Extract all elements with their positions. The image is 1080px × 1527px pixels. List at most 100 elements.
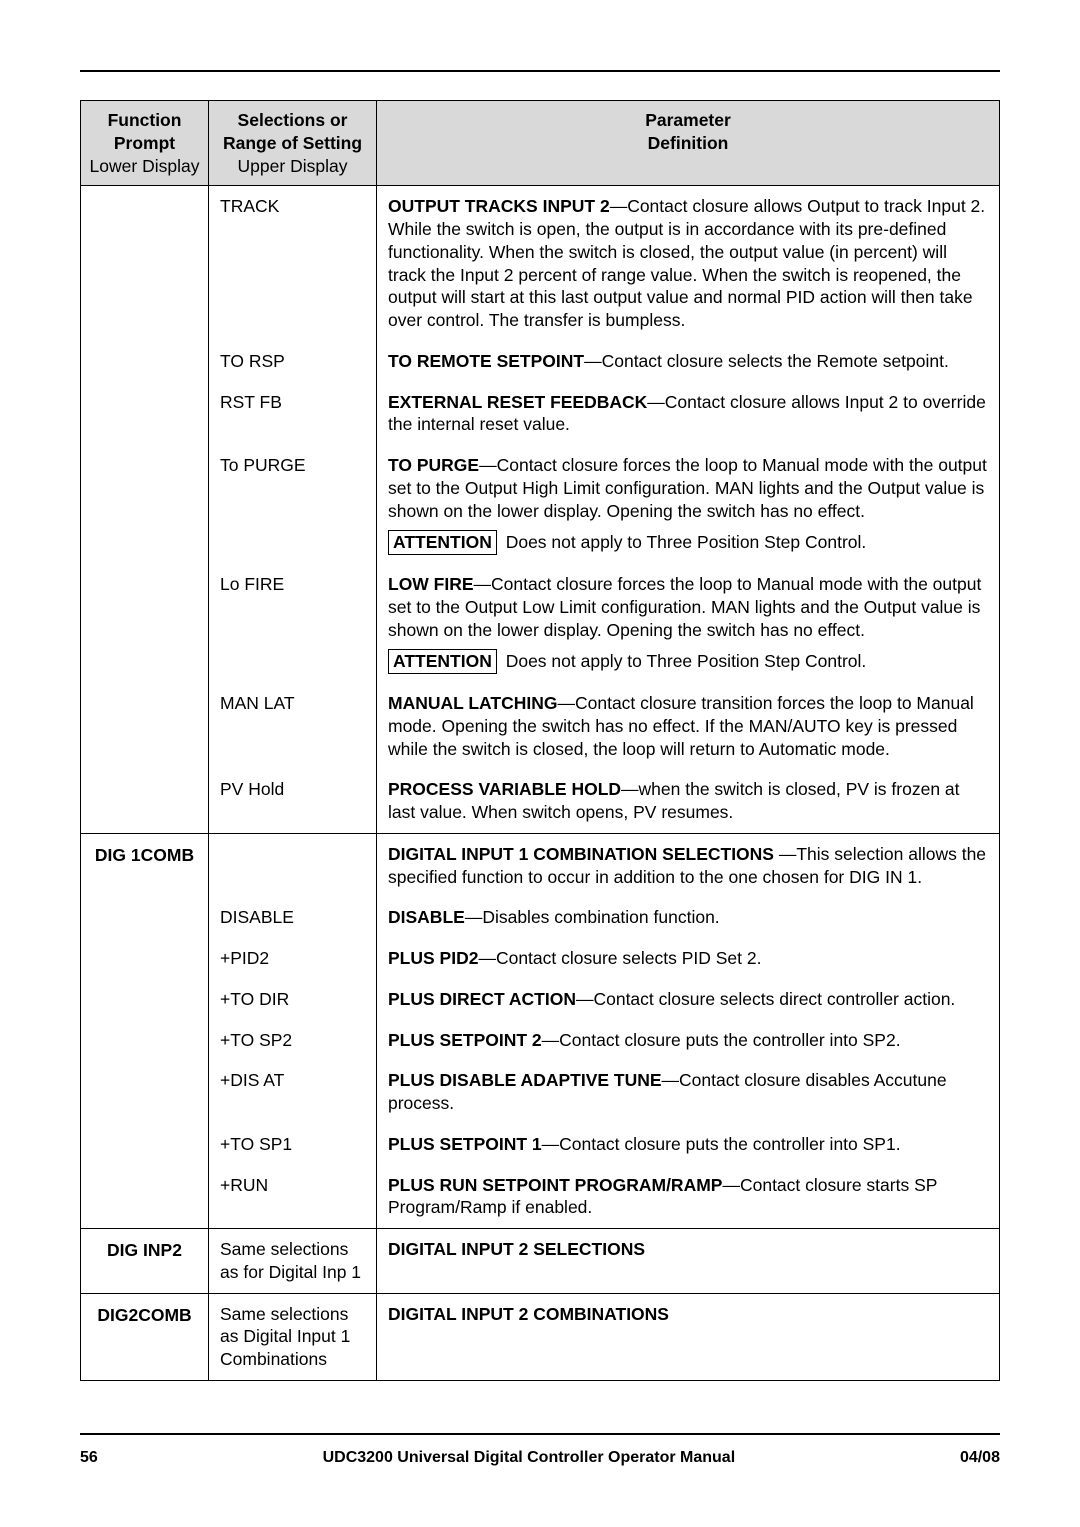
definition-text: PLUS PID2—Contact closure selects PID Se…: [378, 939, 998, 978]
selection-cell: Same selections as Digital Input 1 Combi…: [209, 1293, 377, 1380]
table-row: Lo FIRELOW FIRE—Contact closure forces t…: [81, 564, 1000, 683]
footer-line: 56 UDC3200 Universal Digital Controller …: [80, 1449, 1000, 1467]
table-row: PV HoldPROCESS VARIABLE HOLD—when the sw…: [81, 769, 1000, 833]
definition-text: PLUS RUN SETPOINT PROGRAM/RAMP—Contact c…: [378, 1166, 998, 1228]
top-rule: [80, 70, 1000, 72]
selection-cell: MAN LAT: [209, 683, 377, 769]
definition-cell: DIGITAL INPUT 2 SELECTIONS: [377, 1229, 1000, 1294]
definition-cell: DIGITAL INPUT 2 COMBINATIONS: [377, 1293, 1000, 1380]
table-row: +TO DIRPLUS DIRECT ACTION—Contact closur…: [81, 979, 1000, 1020]
table-row: RST FBEXTERNAL RESET FEEDBACK—Contact cl…: [81, 382, 1000, 446]
selection-value: +RUN: [210, 1166, 375, 1205]
selection-cell: +PID2: [209, 938, 377, 979]
page-body: Function Prompt Lower Display Selections…: [0, 0, 1080, 1381]
table-row: +TO SP2PLUS SETPOINT 2—Contact closure p…: [81, 1020, 1000, 1061]
definition-cell: PLUS DIRECT ACTION—Contact closure selec…: [377, 979, 1000, 1020]
selection-value: PV Hold: [210, 770, 375, 809]
function-prompt: DIG 1COMB: [81, 833, 209, 1228]
definition-cell: PLUS SETPOINT 2—Contact closure puts the…: [377, 1020, 1000, 1061]
selection-cell: +TO SP1: [209, 1124, 377, 1165]
function-prompt: [81, 186, 209, 834]
definition-cell: DISABLE—Disables combination function.: [377, 897, 1000, 938]
selection-cell: DISABLE: [209, 897, 377, 938]
table-row: DIG INP2Same selections as for Digital I…: [81, 1229, 1000, 1294]
selection-value: TO RSP: [210, 342, 375, 381]
definition-cell: PLUS RUN SETPOINT PROGRAM/RAMP—Contact c…: [377, 1165, 1000, 1229]
selection-value: +TO DIR: [210, 980, 375, 1019]
table-header-row: Function Prompt Lower Display Selections…: [81, 101, 1000, 186]
definition-text: PLUS DIRECT ACTION—Contact closure selec…: [378, 980, 998, 1019]
definition-cell: PROCESS VARIABLE HOLD—when the switch is…: [377, 769, 1000, 833]
definition-cell: PLUS DISABLE ADAPTIVE TUNE—Contact closu…: [377, 1060, 1000, 1124]
definition-text: DIGITAL INPUT 1 COMBINATION SELECTIONS —…: [378, 835, 998, 897]
col1-header: Function Prompt Lower Display: [81, 101, 209, 186]
table-row: +DIS ATPLUS DISABLE ADAPTIVE TUNE—Contac…: [81, 1060, 1000, 1124]
definition-cell: TO REMOTE SETPOINT—Contact closure selec…: [377, 341, 1000, 382]
page-number: 56: [80, 1449, 98, 1467]
selection-cell: To PURGE: [209, 445, 377, 564]
selection-cell: +RUN: [209, 1165, 377, 1229]
selection-value: [210, 835, 375, 851]
table-body: TRACKOUTPUT TRACKS INPUT 2—Contact closu…: [81, 186, 1000, 1381]
selection-value: Same selections as Digital Input 1 Combi…: [210, 1295, 375, 1379]
manual-title: UDC3200 Universal Digital Controller Ope…: [323, 1449, 736, 1467]
col2-h3: Upper Display: [238, 156, 348, 176]
col1-h3: Lower Display: [90, 156, 200, 176]
definition-cell: MANUAL LATCHING—Contact closure transiti…: [377, 683, 1000, 769]
definition-cell: EXTERNAL RESET FEEDBACK—Contact closure …: [377, 382, 1000, 446]
table-row: MAN LATMANUAL LATCHING—Contact closure t…: [81, 683, 1000, 769]
selection-value: TRACK: [210, 187, 375, 226]
selection-cell: +TO DIR: [209, 979, 377, 1020]
definition-text: MANUAL LATCHING—Contact closure transiti…: [378, 684, 998, 768]
selection-value: DISABLE: [210, 898, 375, 937]
selection-cell: +DIS AT: [209, 1060, 377, 1124]
table-row: DIG2COMBSame selections as Digital Input…: [81, 1293, 1000, 1380]
definition-text: DISABLE—Disables combination function.: [378, 898, 998, 937]
selection-value: Lo FIRE: [210, 565, 375, 604]
selection-value: To PURGE: [210, 446, 375, 485]
selection-value: +TO SP1: [210, 1125, 375, 1164]
selection-cell: RST FB: [209, 382, 377, 446]
definition-text: PLUS DISABLE ADAPTIVE TUNE—Contact closu…: [378, 1061, 998, 1123]
attention-note: ATTENTION Does not apply to Three Positi…: [378, 530, 998, 563]
col3-h1: Parameter: [645, 110, 731, 130]
selection-value: +DIS AT: [210, 1061, 375, 1100]
definition-text: PROCESS VARIABLE HOLD—when the switch is…: [378, 770, 998, 832]
definition-text: LOW FIRE—Contact closure forces the loop…: [378, 565, 998, 649]
definition-text: DIGITAL INPUT 2 COMBINATIONS: [378, 1295, 998, 1334]
parameter-table: Function Prompt Lower Display Selections…: [80, 100, 1000, 1381]
selection-cell: TO RSP: [209, 341, 377, 382]
manual-date: 04/08: [960, 1449, 1000, 1467]
selection-cell: [209, 833, 377, 897]
definition-cell: PLUS SETPOINT 1—Contact closure puts the…: [377, 1124, 1000, 1165]
table-row: +RUNPLUS RUN SETPOINT PROGRAM/RAMP—Conta…: [81, 1165, 1000, 1229]
definition-text: PLUS SETPOINT 1—Contact closure puts the…: [378, 1125, 998, 1164]
definition-text: PLUS SETPOINT 2—Contact closure puts the…: [378, 1021, 998, 1060]
footer-rule: [80, 1433, 1000, 1435]
selection-value: +TO SP2: [210, 1021, 375, 1060]
selection-value: Same selections as for Digital Inp 1: [210, 1230, 375, 1292]
definition-cell: TO PURGE—Contact closure forces the loop…: [377, 445, 1000, 564]
attention-note: ATTENTION Does not apply to Three Positi…: [378, 649, 998, 682]
definition-text: DIGITAL INPUT 2 SELECTIONS: [378, 1230, 998, 1269]
definition-text: TO REMOTE SETPOINT—Contact closure selec…: [378, 342, 998, 381]
definition-text: TO PURGE—Contact closure forces the loop…: [378, 446, 998, 530]
selection-value: MAN LAT: [210, 684, 375, 723]
page-footer: 56 UDC3200 Universal Digital Controller …: [80, 1433, 1000, 1467]
definition-cell: OUTPUT TRACKS INPUT 2—Contact closure al…: [377, 186, 1000, 341]
table-row: +PID2PLUS PID2—Contact closure selects P…: [81, 938, 1000, 979]
col2-h2: Range of Setting: [223, 133, 362, 153]
function-prompt: DIG INP2: [81, 1229, 209, 1294]
table-row: +TO SP1PLUS SETPOINT 1—Contact closure p…: [81, 1124, 1000, 1165]
definition-cell: PLUS PID2—Contact closure selects PID Se…: [377, 938, 1000, 979]
definition-cell: LOW FIRE—Contact closure forces the loop…: [377, 564, 1000, 683]
col2-header: Selections or Range of Setting Upper Dis…: [209, 101, 377, 186]
selection-cell: +TO SP2: [209, 1020, 377, 1061]
definition-text: OUTPUT TRACKS INPUT 2—Contact closure al…: [378, 187, 998, 340]
function-prompt: DIG2COMB: [81, 1293, 209, 1380]
table-row: TO RSPTO REMOTE SETPOINT—Contact closure…: [81, 341, 1000, 382]
selection-cell: Lo FIRE: [209, 564, 377, 683]
selection-value: +PID2: [210, 939, 375, 978]
selection-value: RST FB: [210, 383, 375, 422]
col3-header: Parameter Definition: [377, 101, 1000, 186]
